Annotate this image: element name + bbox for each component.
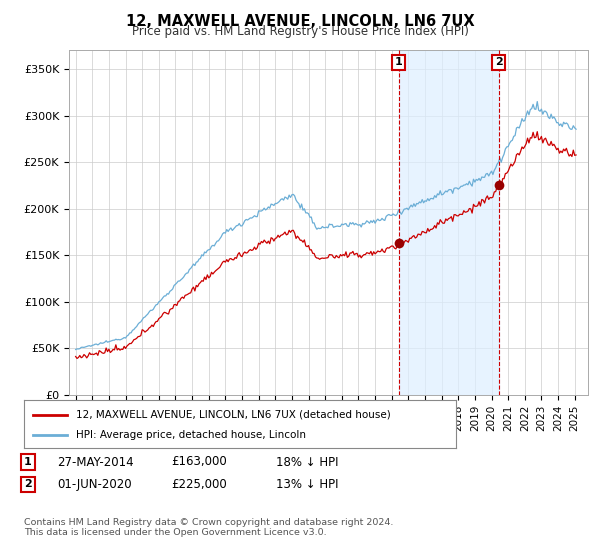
Bar bbox=[398, 50, 499, 395]
Text: 27-MAY-2014: 27-MAY-2014 bbox=[57, 455, 134, 469]
Text: 18% ↓ HPI: 18% ↓ HPI bbox=[276, 455, 338, 469]
Text: 13% ↓ HPI: 13% ↓ HPI bbox=[276, 478, 338, 491]
Text: 1: 1 bbox=[395, 58, 403, 67]
Text: 1: 1 bbox=[24, 457, 32, 467]
Text: Price paid vs. HM Land Registry's House Price Index (HPI): Price paid vs. HM Land Registry's House … bbox=[131, 25, 469, 38]
Text: 2: 2 bbox=[494, 58, 502, 67]
Text: 12, MAXWELL AVENUE, LINCOLN, LN6 7UX (detached house): 12, MAXWELL AVENUE, LINCOLN, LN6 7UX (de… bbox=[76, 410, 391, 419]
Text: 01-JUN-2020: 01-JUN-2020 bbox=[57, 478, 131, 491]
Text: Contains HM Land Registry data © Crown copyright and database right 2024.
This d: Contains HM Land Registry data © Crown c… bbox=[24, 518, 394, 538]
Text: £225,000: £225,000 bbox=[171, 478, 227, 491]
Text: £163,000: £163,000 bbox=[171, 455, 227, 469]
Text: 12, MAXWELL AVENUE, LINCOLN, LN6 7UX: 12, MAXWELL AVENUE, LINCOLN, LN6 7UX bbox=[125, 14, 475, 29]
Text: HPI: Average price, detached house, Lincoln: HPI: Average price, detached house, Linc… bbox=[76, 430, 306, 440]
Text: 2: 2 bbox=[24, 479, 32, 489]
